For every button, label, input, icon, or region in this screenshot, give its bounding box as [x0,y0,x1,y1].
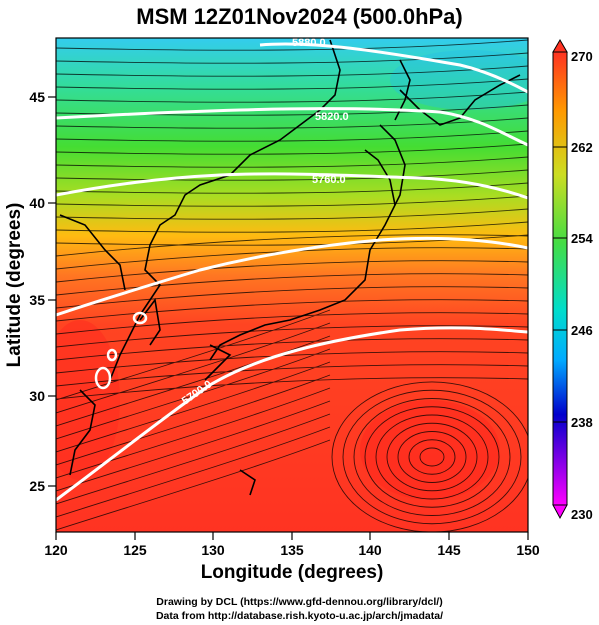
x-tick-135: 135 [280,542,304,558]
x-tick-145: 145 [437,542,461,558]
y-tick-45: 45 [29,89,45,105]
small-contours [94,311,148,390]
colorbar-tick-238: 238 [571,415,593,430]
y-tick-35: 35 [29,292,45,308]
y-tick-40: 40 [29,195,45,211]
contour-label-5760: 5760.0 [312,174,346,186]
y-axis-title: Latitude (degrees) [4,203,25,368]
x-tick-150: 150 [516,542,540,558]
y-tick-30: 30 [29,388,45,404]
colorbar-tick-262: 262 [571,140,593,155]
height-contours [56,42,528,502]
contour-label-5880: 5880.0 [292,37,326,49]
x-tick-125: 125 [123,542,147,558]
credits-line-1: Drawing by DCL (https://www.gfd-dennou.o… [156,596,443,608]
colorbar-tick-230: 230 [571,507,593,522]
colorbar: 270 262 254 246 238 230 [552,39,593,522]
x-axis-title: Longitude (degrees) [201,562,384,583]
y-tick-25: 25 [29,478,45,494]
x-tick-140: 140 [358,542,382,558]
contour-label-5820: 5820.0 [315,111,349,123]
colorbar-tick-246: 246 [571,323,593,338]
wind-streamlines [56,39,528,532]
colorbar-tick-254: 254 [571,231,593,246]
x-tick-120: 120 [44,542,68,558]
streamline-paths [56,39,528,532]
credits-line-2: Data from http://database.rish.kyoto-u.a… [155,610,444,622]
temperature-field: 5880.0 5820.0 5760.0 5700.0 [56,37,528,532]
x-tick-130: 130 [201,542,225,558]
colorbar-tick-270: 270 [571,49,593,64]
chart-title: MSM 12Z01Nov2024 (500.0hPa) [136,4,463,29]
